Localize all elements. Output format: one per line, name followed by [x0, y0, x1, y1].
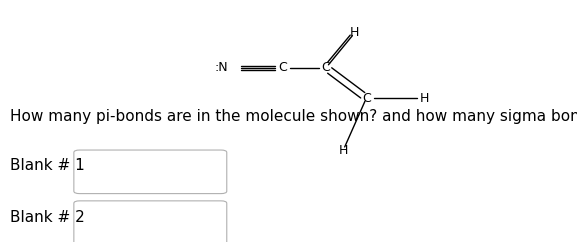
Text: Blank # 1: Blank # 1: [10, 158, 85, 173]
Text: H: H: [339, 144, 348, 157]
Text: How many pi-bonds are in the molecule shown? and how many sigma bonds?: How many pi-bonds are in the molecule sh…: [10, 109, 577, 124]
FancyBboxPatch shape: [74, 150, 227, 194]
Text: H: H: [350, 26, 359, 39]
FancyBboxPatch shape: [74, 201, 227, 242]
Text: Blank # 2: Blank # 2: [10, 210, 85, 225]
Text: :N: :N: [214, 61, 228, 74]
Text: H: H: [419, 91, 429, 105]
Text: C: C: [278, 61, 287, 74]
Text: C: C: [362, 91, 371, 105]
Text: C: C: [321, 61, 331, 74]
